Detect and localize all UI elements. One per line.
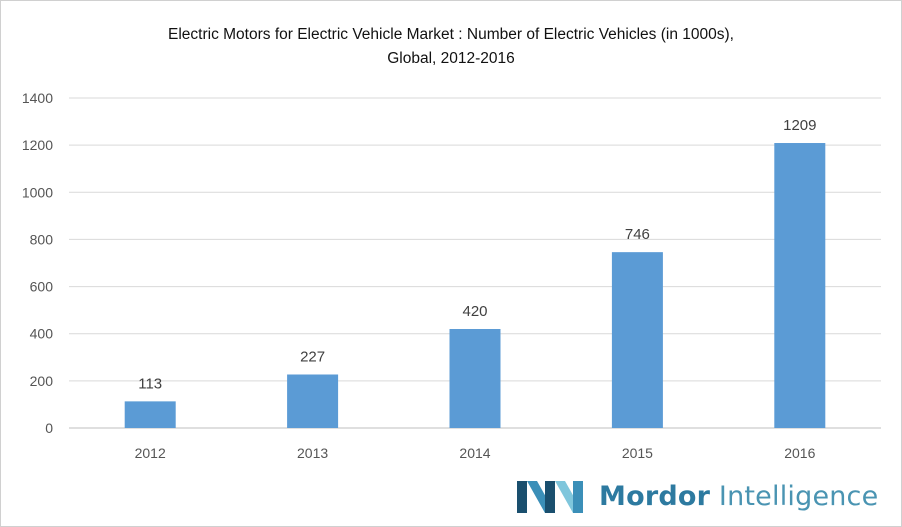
bar-2015 <box>611 252 663 428</box>
data-labels: 113 227 420 746 1209 <box>138 117 816 392</box>
brand-name: Mordor Intelligence <box>599 481 878 512</box>
x-tick-label-2016: 2016 <box>784 445 815 461</box>
data-label-2013: 227 <box>300 348 325 365</box>
x-tick-label-2012: 2012 <box>135 445 166 461</box>
brand-logo: Mordor Intelligence <box>517 479 895 519</box>
bar-2013 <box>287 374 339 428</box>
mordor-logo-icon <box>517 481 583 513</box>
gridlines <box>69 97 881 429</box>
data-label-2015: 746 <box>625 226 650 243</box>
y-tick-label: 600 <box>30 279 54 295</box>
y-tick-label: 200 <box>30 373 54 389</box>
brand-name-regular: Intelligence <box>718 481 879 512</box>
bar-2012 <box>124 401 176 428</box>
x-tick-label-2015: 2015 <box>622 445 653 461</box>
y-axis: 0 200 400 600 800 1000 1200 1400 <box>22 90 53 436</box>
data-label-2016: 1209 <box>783 117 816 134</box>
bar-2014 <box>449 329 501 428</box>
y-tick-label: 1200 <box>22 137 53 153</box>
bars <box>124 143 826 428</box>
chart-title-line-2: Global, 2012-2016 <box>387 50 515 67</box>
data-label-2014: 420 <box>462 303 487 320</box>
x-tick-label-2013: 2013 <box>297 445 328 461</box>
data-label-2012: 113 <box>138 375 162 392</box>
y-tick-label: 1000 <box>22 184 53 200</box>
x-tick-label-2014: 2014 <box>459 445 490 461</box>
y-tick-label: 400 <box>30 326 54 342</box>
chart-title-line-1: Electric Motors for Electric Vehicle Mar… <box>168 26 734 43</box>
chart-title: Electric Motors for Electric Vehicle Mar… <box>1 23 901 71</box>
y-tick-label: 800 <box>30 231 54 247</box>
y-tick-label: 1400 <box>22 90 53 106</box>
y-tick-label: 0 <box>45 420 53 436</box>
bar-2016 <box>774 143 826 428</box>
x-axis: 2012 2013 2014 2015 2016 <box>135 445 816 461</box>
brand-name-bold: Mordor <box>599 481 711 512</box>
bar-chart: 0 200 400 600 800 1000 1200 1400 113 227 420 746 12… <box>22 90 881 461</box>
